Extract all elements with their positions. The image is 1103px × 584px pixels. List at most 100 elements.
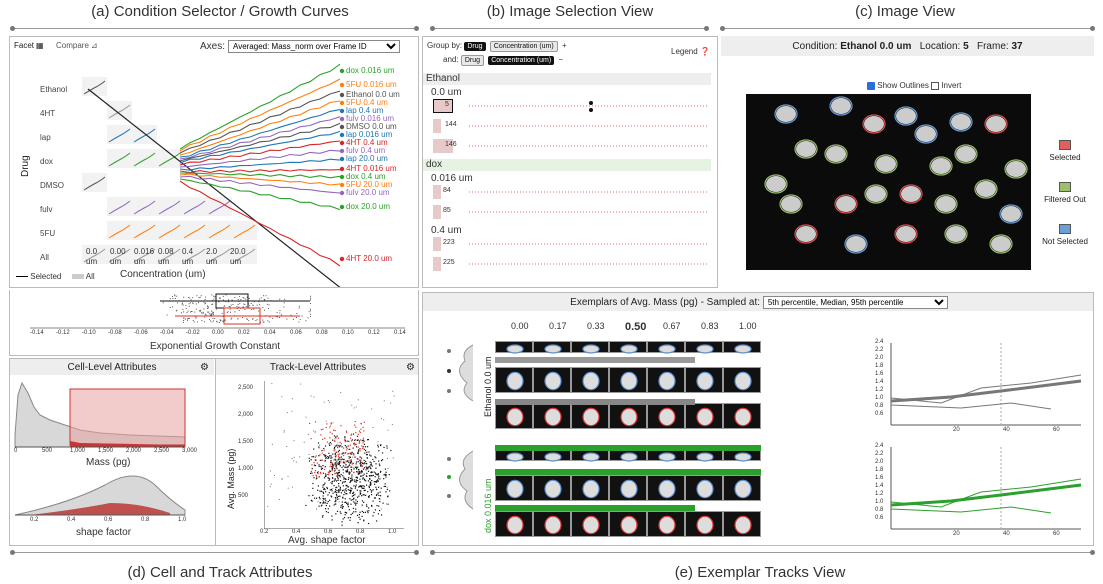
curve-label[interactable]: lap 20.0 um (346, 154, 388, 163)
curve-label[interactable]: dox 20.0 um (346, 202, 390, 211)
exemplar-cell-image[interactable] (647, 475, 685, 501)
exemplar-column-header: 0.17 (549, 321, 567, 331)
mass-tick: 2,000 (126, 448, 141, 454)
show-outlines-toggle[interactable]: Show Outlines Invert (867, 81, 961, 90)
boxplot-tick: -0.04 (160, 330, 174, 336)
curve-label[interactable]: 5FU 0.016 um (346, 80, 397, 89)
exemplar-cell-image[interactable] (571, 475, 609, 501)
line-x-tick: 60 (1053, 531, 1060, 537)
line-y-tick: 0.6 (875, 411, 883, 417)
exemplar-cell-image[interactable] (685, 403, 723, 429)
frame-track[interactable] (469, 257, 709, 271)
exemplar-cell-image[interactable] (723, 341, 761, 353)
group-pill-concentration[interactable]: Concentration (um) (490, 41, 558, 52)
exemplar-cell-image[interactable] (533, 511, 571, 537)
exemplar-cell-image[interactable] (723, 475, 761, 501)
boxplot-tick: -0.10 (82, 330, 96, 336)
gear-icon[interactable]: ⚙ (200, 362, 209, 373)
exemplar-cell-image[interactable] (495, 475, 533, 501)
mass-axis-label: Mass (pg) (86, 457, 130, 468)
exemplar-cell-image[interactable] (533, 403, 571, 429)
group1-label: Ethanol 0.0 um (483, 356, 493, 417)
exemplar-cell-image[interactable] (609, 341, 647, 353)
add-group-button[interactable]: + (562, 41, 567, 50)
frame-track[interactable] (469, 119, 709, 133)
exemplar-cell-image[interactable] (495, 341, 533, 353)
curve-label[interactable]: dox 0.016 um (346, 66, 394, 75)
track-progress-strip (495, 357, 695, 363)
frame-track[interactable] (469, 205, 709, 219)
legend-swatch (1059, 182, 1071, 192)
exemplar-cell-image[interactable] (647, 403, 685, 429)
shape-axis-label: shape factor (76, 527, 131, 538)
exemplar-cell-image[interactable] (609, 511, 647, 537)
cell-track-attributes-panel: Cell-Level Attributes ⚙ Track-Level Attr… (9, 358, 419, 546)
divider (432, 28, 706, 29)
location-chip[interactable] (433, 237, 441, 251)
track-scatter-svg[interactable] (264, 381, 404, 529)
location-id: 223 (443, 239, 455, 246)
boxplot-tick: -0.06 (134, 330, 148, 336)
boxplot-tick: 0.10 (342, 330, 354, 336)
and-pill-concentration[interactable]: Concentration (um) (488, 56, 554, 65)
exemplar-cell-image[interactable] (571, 403, 609, 429)
legend-button[interactable]: Legend ❓ (671, 47, 710, 56)
exemplar-cell-image[interactable] (571, 341, 609, 353)
curve-label[interactable]: fulv 20.0 um (346, 188, 390, 197)
exemplar-cell-image[interactable] (533, 475, 571, 501)
exemplar-cell-image[interactable] (571, 511, 609, 537)
exemplar-cell-image[interactable] (685, 475, 723, 501)
growth-curve (180, 176, 340, 193)
location-chip[interactable] (433, 185, 441, 199)
exemplar-cell-image[interactable] (609, 403, 647, 429)
frame-track[interactable] (469, 185, 709, 199)
exemplar-cell-image[interactable] (723, 367, 761, 393)
line-y-tick: 1.8 (875, 467, 883, 473)
location-value: 5 (963, 41, 969, 52)
boxplot-tick: 0.14 (394, 330, 406, 336)
exemplar-cell-image[interactable] (685, 367, 723, 393)
location-id: 225 (443, 259, 455, 266)
group-header: dox (423, 159, 711, 171)
exemplar-cell-image[interactable] (495, 511, 533, 537)
microscopy-image[interactable] (746, 94, 1031, 270)
location-chip[interactable] (433, 99, 453, 113)
line-y-tick: 0.6 (875, 515, 883, 521)
frame-track[interactable] (469, 99, 709, 113)
group-by-row: Group by: Drug Concentration (um) + (427, 41, 567, 52)
location-chip[interactable] (433, 205, 441, 219)
exemplar-cell-image[interactable] (495, 403, 533, 429)
scatter-y-tick: 2,500 (238, 385, 253, 391)
scatter-y-tick: 1,000 (238, 466, 253, 472)
boxplot-tick: -0.02 (186, 330, 200, 336)
location-chip[interactable] (433, 257, 441, 271)
track-level-header: Track-Level Attributes ⚙ (216, 359, 419, 375)
exemplar-cell-image[interactable] (723, 403, 761, 429)
location-chip[interactable] (433, 119, 441, 133)
frame-track[interactable] (469, 139, 709, 153)
exemplar-cell-image[interactable] (723, 511, 761, 537)
exemplar-cell-image[interactable] (533, 341, 571, 353)
and-pill-drug[interactable]: Drug (461, 55, 484, 66)
checkbox-icon (931, 82, 939, 90)
sample-select[interactable]: 5th percentile, Median, 95th percentile (763, 296, 948, 309)
cell-level-header: Cell-Level Attributes ⚙ (10, 359, 214, 375)
exemplar-cell-image[interactable] (609, 475, 647, 501)
line-y-tick: 1.0 (875, 499, 883, 505)
exemplar-cell-image[interactable] (647, 367, 685, 393)
exemplar-cell-image[interactable] (571, 367, 609, 393)
curve-label[interactable]: 4HT 20.0 um (346, 254, 392, 263)
exemplar-cell-image[interactable] (609, 367, 647, 393)
exemplar-tracks-panel: Exemplars of Avg. Mass (pg) - Sampled at… (422, 292, 1094, 546)
exemplar-cell-image[interactable] (647, 511, 685, 537)
exemplar-cell-image[interactable] (647, 341, 685, 353)
exemplar-cell-image[interactable] (685, 341, 723, 353)
exemplar-cell-image[interactable] (495, 367, 533, 393)
frame-track[interactable] (469, 237, 709, 251)
group-pill-drug[interactable]: Drug (464, 42, 485, 51)
exemplar-cell-image[interactable] (685, 511, 723, 537)
growth-boxplot-panel: -0.14 -0.12 -0.10 -0.08 -0.06 -0.04 -0.02 0.00 0… (9, 290, 419, 356)
exemplar-cell-image[interactable] (533, 367, 571, 393)
gear-icon[interactable]: ⚙ (406, 362, 415, 373)
remove-group-button[interactable]: − (558, 55, 563, 64)
